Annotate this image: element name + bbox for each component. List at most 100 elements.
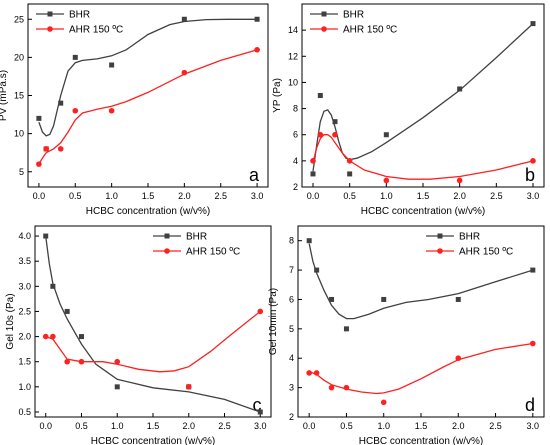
series-line <box>38 49 258 165</box>
x-tick-label: 1.0 <box>377 421 390 431</box>
x-tick-label: 0.0 <box>303 421 316 431</box>
y-tick-label: 5 <box>19 167 24 177</box>
y-tick-label: 10 <box>14 129 24 139</box>
y-tick-label: 3.5 <box>18 256 31 266</box>
y-tick-label: 20 <box>14 52 24 62</box>
x-tick-label: 0.0 <box>33 191 46 201</box>
data-point <box>114 358 121 365</box>
x-tick-label: 0.5 <box>75 421 88 431</box>
data-point <box>306 370 312 376</box>
data-point <box>64 308 70 314</box>
legend-label: AHR 150 ºC <box>343 25 397 36</box>
x-tick-label: 1.5 <box>142 191 155 201</box>
x-tick-label: 2.0 <box>453 191 466 201</box>
data-point <box>310 171 316 177</box>
legend: BHR AHR 150 ºC <box>310 10 397 36</box>
series-line <box>308 243 533 320</box>
x-tick-label: 2.5 <box>214 191 227 201</box>
data-point <box>457 86 463 92</box>
series-ahr <box>42 308 264 390</box>
legend-marker <box>437 233 443 239</box>
data-point <box>343 384 350 391</box>
y-tick-label: 1.0 <box>18 382 31 392</box>
y-tick-label: 4 <box>293 156 298 166</box>
panel-letter: c <box>253 395 262 415</box>
panel-letter: d <box>525 395 535 415</box>
y-axis-label: Gel 10s (Pa) <box>5 293 16 349</box>
series-bhr <box>310 21 536 177</box>
y-tick-label: 3 <box>289 383 294 393</box>
x-axis-label: HCBC concentration (w/v%) <box>361 206 485 217</box>
plot-frame <box>27 3 269 188</box>
data-point <box>306 238 312 244</box>
legend: BHR AHR 150 ºC <box>153 232 240 258</box>
legend-label: BHR <box>186 232 207 243</box>
x-tick-label: 2.5 <box>218 421 231 431</box>
data-point <box>329 296 335 302</box>
data-point <box>254 46 260 53</box>
data-point <box>313 370 320 376</box>
legend-marker <box>164 233 170 239</box>
data-point <box>108 107 115 114</box>
series-ahr <box>36 46 260 167</box>
data-point <box>181 69 188 76</box>
data-point <box>332 119 338 125</box>
x-tick-label: 3.0 <box>254 421 267 431</box>
legend-marker <box>321 11 327 17</box>
panel-letter: b <box>525 165 535 185</box>
x-tick-label: 2.5 <box>489 421 502 431</box>
series-line <box>45 310 261 373</box>
y-tick-label: 4.0 <box>18 231 31 241</box>
data-point <box>114 384 120 390</box>
data-point <box>455 355 462 362</box>
series-line <box>312 134 534 180</box>
x-tick-label: 0.5 <box>69 191 82 201</box>
data-point <box>72 54 78 60</box>
x-tick-label: 3.0 <box>527 421 540 431</box>
data-point <box>347 171 353 177</box>
data-point <box>185 384 192 390</box>
y-tick-label: 3.0 <box>18 281 31 291</box>
x-tick-label: 0.5 <box>340 421 353 431</box>
data-point <box>254 16 260 22</box>
series-line <box>308 342 533 395</box>
data-point <box>456 177 463 184</box>
data-point <box>383 132 389 138</box>
x-tick-label: 1.5 <box>147 421 160 431</box>
series-line <box>38 18 258 137</box>
x-axis-label: HCBC concentration (w/v%) <box>91 436 215 445</box>
legend-marker <box>164 248 170 254</box>
data-point <box>332 131 338 138</box>
x-tick-label: 1.0 <box>105 191 118 201</box>
y-tick-label: 4 <box>289 353 294 363</box>
series-line <box>312 23 534 172</box>
y-tick-label: 7 <box>289 265 294 275</box>
x-tick-label: 1.5 <box>417 191 430 201</box>
x-tick-label: 0.0 <box>307 191 320 201</box>
data-point <box>530 158 536 164</box>
y-tick-label: 10 <box>288 77 298 87</box>
x-tick-label: 1.5 <box>415 421 428 431</box>
data-point <box>328 384 335 391</box>
y-tick-label: 8 <box>289 236 294 246</box>
y-tick-label: 2.5 <box>18 306 31 316</box>
data-point <box>43 146 49 152</box>
y-axis-label: YP (Pa) <box>272 78 283 113</box>
data-point <box>58 100 64 106</box>
series-line <box>45 236 261 413</box>
data-point <box>57 146 64 152</box>
data-point <box>109 62 115 68</box>
legend-label: AHR 150 ºC <box>459 247 513 258</box>
x-axis-label: HCBC concentration (w/v%) <box>86 206 210 217</box>
data-point <box>42 333 49 340</box>
y-tick-label: 2 <box>293 182 298 192</box>
data-point <box>36 115 42 121</box>
legend-marker <box>437 248 443 254</box>
y-tick-label: 25 <box>14 14 24 24</box>
plot-frame <box>301 3 545 188</box>
data-point <box>72 107 79 114</box>
y-tick-label: 8 <box>293 104 298 114</box>
x-tick-label: 2.0 <box>182 421 195 431</box>
y-axis-label: Gel 10min (Pa) <box>268 288 279 355</box>
x-tick-label: 0.0 <box>39 421 52 431</box>
